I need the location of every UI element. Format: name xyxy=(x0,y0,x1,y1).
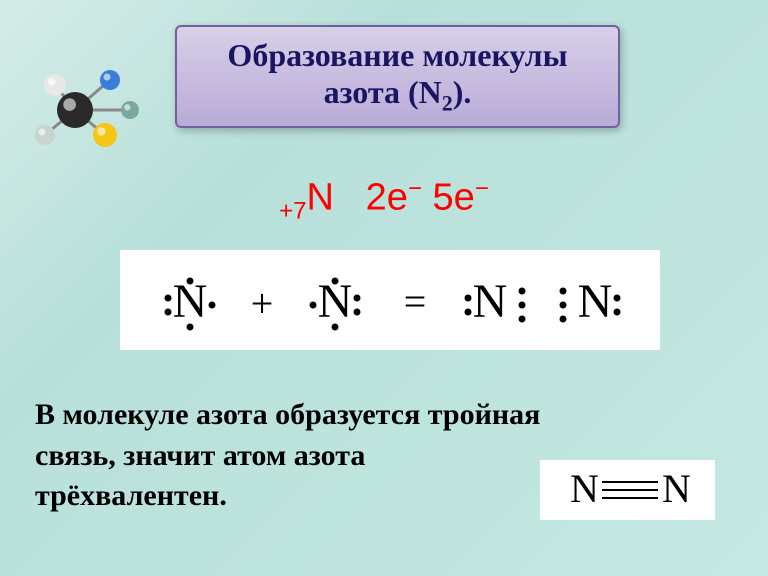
svg-text:+: + xyxy=(251,281,274,326)
decorative-molecule xyxy=(20,40,160,180)
lewis-structure: N+N=NN xyxy=(120,250,660,350)
svg-text:N: N xyxy=(570,466,599,511)
svg-text:N: N xyxy=(473,275,508,328)
svg-text:N: N xyxy=(662,466,691,511)
title-panel: Образование молекулы азота (N2). xyxy=(175,25,620,128)
svg-text:N: N xyxy=(578,275,613,328)
title-line-2: азота (N2). xyxy=(197,74,598,116)
body-line-1: В молекуле азота образуется тройная xyxy=(35,395,735,436)
title-line-1: Образование молекулы xyxy=(197,37,598,74)
svg-text:=: = xyxy=(404,279,427,324)
electron-configuration: +7N 2e− 5e− xyxy=(0,175,768,225)
structural-formula: N N xyxy=(540,460,715,520)
